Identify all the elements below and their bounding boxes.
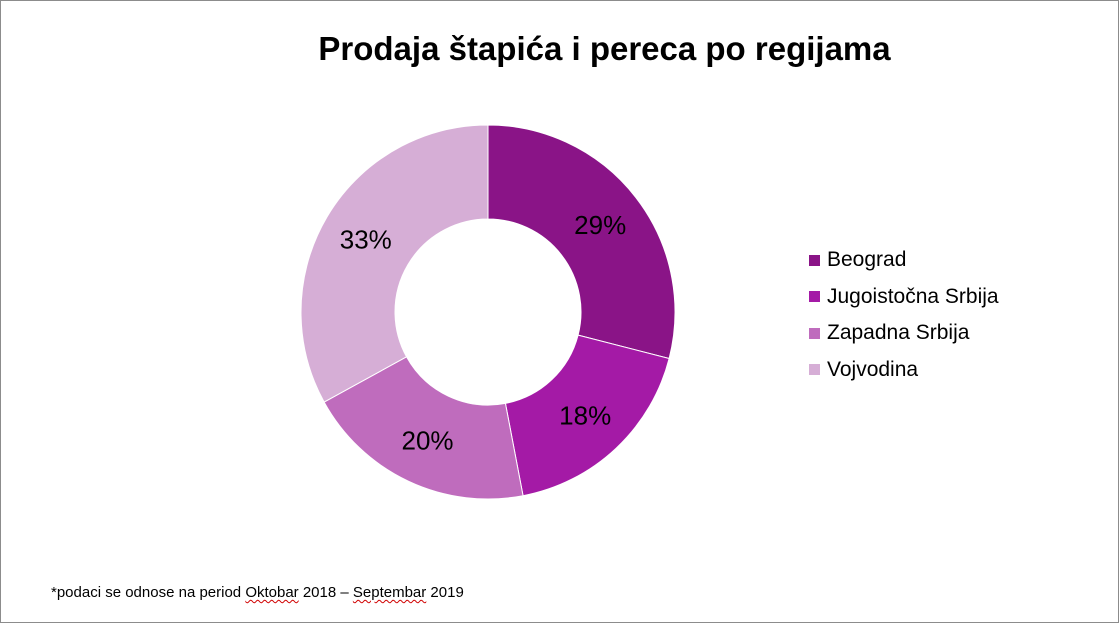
data-label-vojvodina: 33% — [340, 225, 392, 255]
slice-jugoistocna-srbija — [504, 334, 670, 497]
slice-beograd — [487, 124, 676, 360]
legend-label: Beograd — [827, 248, 907, 272]
chart-legend: Beograd Jugoistočna Srbija Zapadna Srbija V… — [809, 242, 999, 388]
data-label-beograd: 29% — [574, 210, 626, 240]
slice-zapadna-srbija — [323, 356, 524, 500]
legend-item-vojvodina: Vojvodina — [809, 352, 999, 389]
chart-title: Prodaja štapića i pereca po regijama — [318, 30, 891, 67]
footnote-month-start: Oktobar — [245, 584, 299, 601]
legend-swatch — [809, 291, 820, 303]
legend-item-jugoistocna-srbija: Jugoistočna Srbija — [809, 279, 999, 316]
slice-vojvodina — [300, 124, 489, 403]
legend-item-zapadna-srbija: Zapadna Srbija — [809, 315, 999, 352]
footnote-suffix: 2019 — [426, 584, 464, 601]
slice-labels: 29% 18% 20% 33% — [340, 210, 626, 456]
legend-label: Vojvodina — [827, 357, 919, 381]
data-label-jugoistocna-srbija: 18% — [559, 401, 611, 431]
footnote: *podaci se odnose na period Oktobar 2018… — [51, 584, 464, 601]
legend-swatch — [809, 254, 820, 266]
footnote-month-end: Septembar — [352, 584, 427, 601]
legend-label: Zapadna Srbija — [827, 321, 970, 345]
legend-swatch — [809, 327, 820, 339]
footnote-middle: 2018 – — [298, 584, 353, 601]
legend-label: Jugoistočna Srbija — [827, 284, 999, 308]
data-label-zapadna-srbija: 20% — [402, 425, 454, 455]
donut-slices — [300, 124, 676, 500]
legend-swatch — [809, 364, 820, 376]
footnote-prefix: *podaci se odnose na period — [51, 584, 246, 601]
legend-item-beograd: Beograd — [809, 242, 999, 279]
